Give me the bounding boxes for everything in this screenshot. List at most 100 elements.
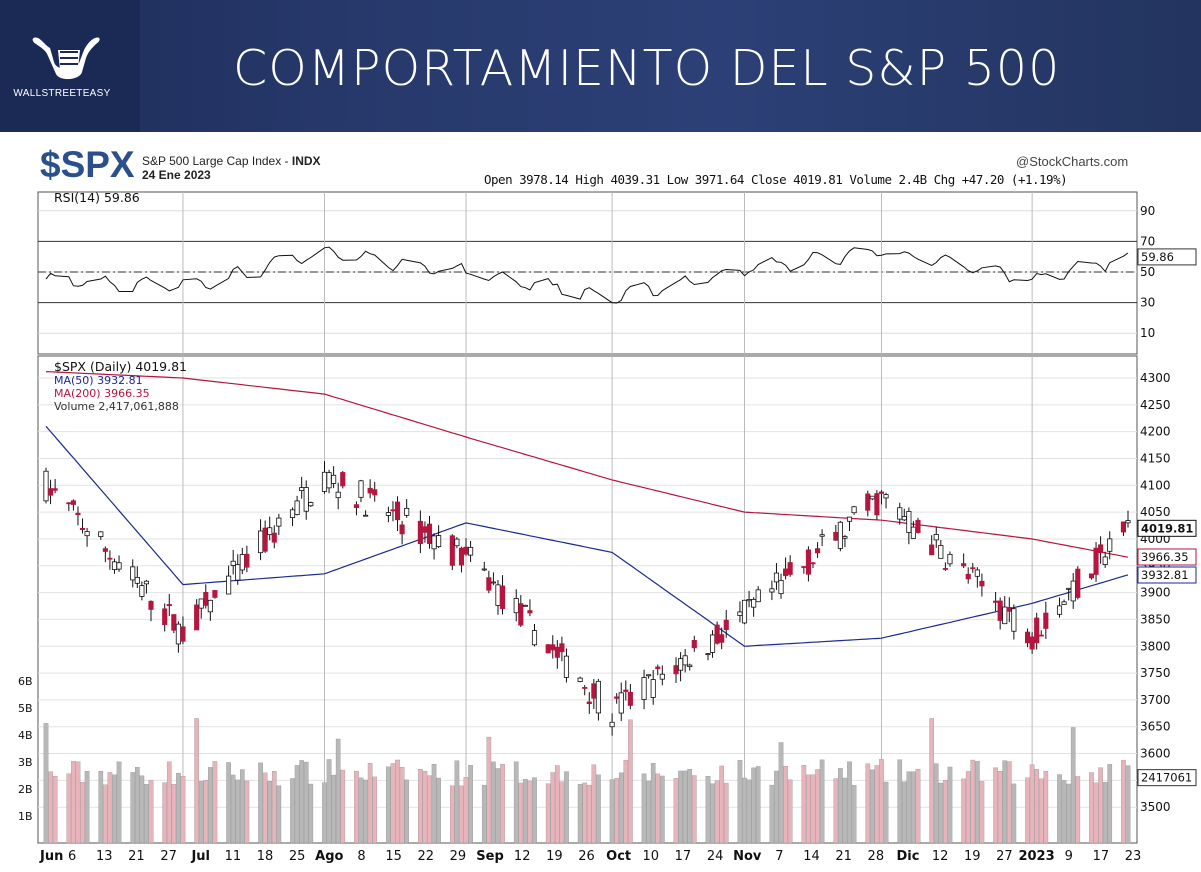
x-tick-label: 21 xyxy=(128,849,145,864)
candle-body xyxy=(846,516,853,522)
volume-bar xyxy=(340,769,346,844)
volume-bar xyxy=(112,774,117,844)
volume-bar xyxy=(879,759,884,844)
volume-bar xyxy=(308,783,314,844)
volume-bar xyxy=(586,784,592,844)
candle-body xyxy=(970,567,976,570)
volume-bar xyxy=(299,760,304,844)
volume-bar xyxy=(75,761,81,844)
candle-body xyxy=(723,619,729,631)
volume-bar xyxy=(436,777,441,844)
volume-bar xyxy=(518,782,524,844)
price-tick-label: 3800 xyxy=(1140,639,1171,653)
candle-body xyxy=(947,553,953,565)
candle-body xyxy=(545,644,551,654)
candle-body xyxy=(390,509,396,512)
candle-body xyxy=(554,646,560,658)
candle-body xyxy=(52,488,58,491)
volume-bar xyxy=(532,777,537,844)
candle-body xyxy=(1002,606,1008,625)
volume-bar xyxy=(372,776,378,844)
candle-body xyxy=(404,507,410,516)
volume-tick-label: 5B xyxy=(18,702,33,715)
candle-body xyxy=(207,599,213,613)
volume-bar xyxy=(1002,760,1008,844)
source-label[interactable]: @StockCharts.com xyxy=(1016,154,1129,169)
candle-body xyxy=(582,687,588,689)
volume-bar xyxy=(906,771,912,844)
volume-bar xyxy=(778,742,784,844)
rsi-line xyxy=(45,246,1129,304)
candle-body xyxy=(810,562,816,565)
candle-body xyxy=(271,532,277,543)
candle-body xyxy=(385,512,391,516)
volume-tick-label: 1B xyxy=(18,810,33,823)
volume-bar xyxy=(116,761,122,844)
volume-bar xyxy=(719,765,724,844)
candle-body xyxy=(650,679,656,698)
volume-bar xyxy=(970,759,976,844)
volume-bar xyxy=(66,773,72,844)
candle-body xyxy=(139,585,145,597)
volume-bar xyxy=(331,774,336,844)
volume-bar xyxy=(851,785,857,844)
candle-body xyxy=(148,600,154,610)
candle-body xyxy=(1102,556,1108,566)
volume-bar xyxy=(431,763,437,844)
price-tick-label: 4250 xyxy=(1140,398,1171,412)
volume-bar xyxy=(874,765,880,844)
candle-body xyxy=(837,521,843,549)
volume-bar xyxy=(1025,777,1030,844)
volume-bar xyxy=(623,759,629,844)
volume-bar xyxy=(641,773,647,844)
candle-body xyxy=(426,523,433,544)
volume-tag: 2417061 xyxy=(1141,771,1192,785)
index-name-prefix: S&P 500 Large Cap Index - xyxy=(142,154,292,168)
volume-bar xyxy=(650,763,656,844)
volume-bar xyxy=(500,763,505,844)
volume-bar xyxy=(107,772,113,844)
volume-bar xyxy=(262,772,268,844)
volume-bar xyxy=(523,779,528,844)
candle-body xyxy=(422,526,428,533)
volume-bar xyxy=(80,782,85,844)
candle-body xyxy=(1066,587,1072,590)
volume-bar xyxy=(468,765,473,844)
volume-bar xyxy=(322,782,327,844)
volume-bar xyxy=(363,779,368,844)
volume-bar xyxy=(1098,767,1103,844)
volume-bar xyxy=(618,772,624,844)
page-title: COMPORTAMIENTO DEL S&P 500 xyxy=(233,40,1061,97)
rsi-tick-label: 90 xyxy=(1140,204,1155,218)
candle-body xyxy=(531,630,538,646)
candle-body xyxy=(741,599,748,624)
candle-body xyxy=(737,611,743,616)
candle-body xyxy=(262,527,268,552)
candle-body xyxy=(997,600,1003,621)
header-banner: WALLSTREETEASY COMPORTAMIENTO DEL S&P 50… xyxy=(0,0,1201,132)
volume-bar xyxy=(897,759,903,844)
candle-body xyxy=(1006,607,1012,612)
ma200-legend: MA(200) 3966.35 xyxy=(54,387,150,400)
volume-bar xyxy=(326,759,332,844)
x-tick-label: 14 xyxy=(803,849,820,864)
x-tick-label: Oct xyxy=(606,849,631,864)
volume-bar xyxy=(1102,782,1108,844)
volume-bar xyxy=(614,778,619,844)
volume-bar xyxy=(404,779,409,844)
volume-bar xyxy=(714,780,720,844)
volume-bar xyxy=(783,766,788,844)
candle-body xyxy=(1038,634,1044,637)
volume-bar xyxy=(235,779,241,844)
volume-bar xyxy=(961,778,966,844)
volume-tag-box xyxy=(1137,769,1197,787)
candle-body xyxy=(869,495,875,500)
volume-bar xyxy=(144,784,149,844)
bull-fist-icon xyxy=(32,37,100,80)
volume-bar xyxy=(395,759,400,844)
candle-body xyxy=(673,665,679,675)
candle-body xyxy=(70,500,76,505)
close-tag: 4019.81 xyxy=(1141,521,1193,535)
rsi-panel-frame xyxy=(37,191,1138,355)
volume-bar xyxy=(48,771,53,844)
